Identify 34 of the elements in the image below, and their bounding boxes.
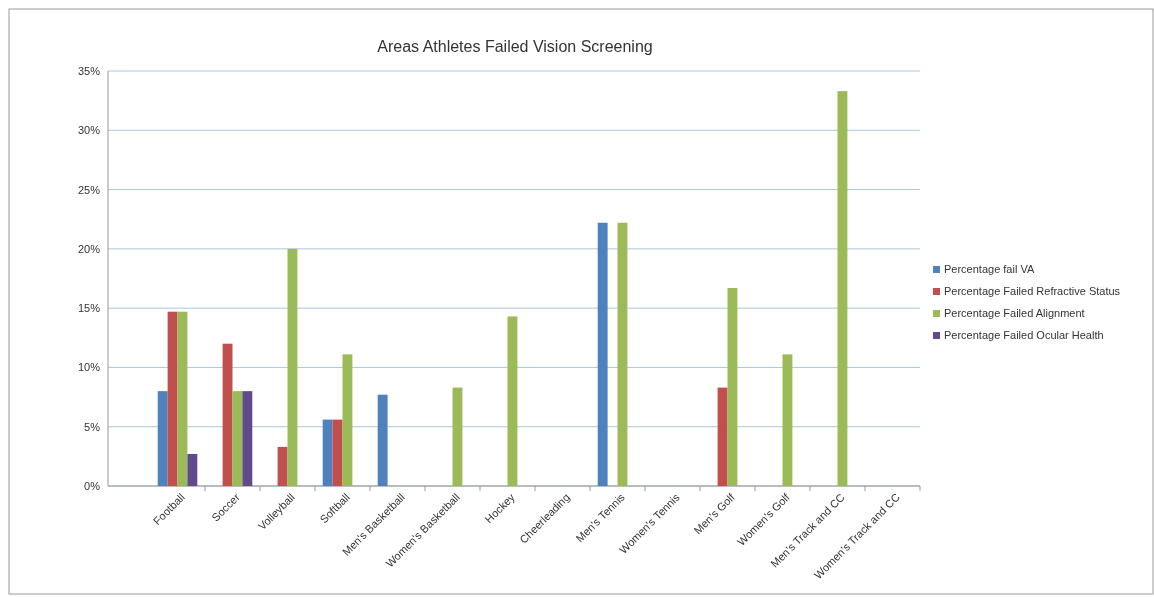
y-tick-label: 30%: [77, 124, 101, 137]
bar: [507, 316, 518, 486]
y-tick-label: 35%: [77, 65, 101, 77]
bar: [837, 91, 848, 486]
bar: [452, 387, 463, 486]
bar: [187, 453, 198, 486]
bar: [242, 391, 253, 486]
bar: [782, 354, 793, 486]
bar: [717, 387, 728, 486]
bar: [727, 287, 738, 486]
bar: [167, 311, 178, 486]
legend-label: Percentage Failed Refractive Status: [944, 285, 1121, 297]
bar: [342, 354, 353, 486]
y-tick-label: 25%: [77, 183, 101, 196]
bar: [222, 343, 233, 486]
bar: [617, 222, 628, 486]
y-tick-label: 20%: [77, 242, 101, 255]
y-tick-label: 15%: [77, 302, 101, 315]
bar: [157, 391, 168, 486]
bar: [177, 311, 188, 486]
bar: [322, 419, 333, 486]
legend-label: Percentage Failed Alignment: [944, 307, 1085, 319]
y-tick-label: 5%: [84, 420, 101, 433]
bar: [232, 391, 243, 486]
legend-label: Percentage fail VA: [944, 263, 1035, 275]
y-tick-label: 0%: [84, 480, 101, 492]
y-tick-label: 10%: [77, 361, 101, 374]
legend-label: Percentage Failed Ocular Health: [944, 329, 1104, 341]
bar: [377, 394, 388, 486]
bar: [287, 248, 298, 486]
bar: [597, 222, 608, 486]
bar: [277, 446, 288, 486]
bar: [332, 419, 343, 486]
chart-title: Areas Athletes Failed Vision Screening: [377, 38, 653, 55]
